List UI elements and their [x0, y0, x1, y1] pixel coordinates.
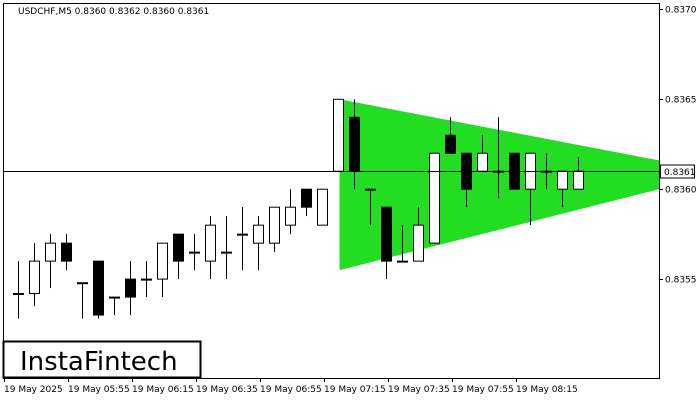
candle-body-bull [253, 224, 264, 244]
y-tick-label: 0.8370 [665, 6, 697, 16]
x-tick-label: 19 May 07:55 [452, 385, 514, 395]
x-tick-label: 19 May 2025 [4, 385, 63, 395]
x-axis: 19 May 2025 19 May 05:55 19 May 06:15 19 Ma… [4, 378, 578, 395]
x-tick-label: 19 May 06:55 [260, 385, 322, 395]
candle-body-bull [365, 188, 376, 191]
candle [301, 188, 312, 217]
x-tick-label: 19 May 08:15 [516, 385, 578, 395]
candle [253, 216, 264, 271]
candle [413, 207, 424, 262]
candle-body-bull [333, 98, 344, 172]
candle-body-bull [397, 260, 408, 263]
candle-body-bull [573, 170, 584, 190]
candle [77, 282, 88, 319]
candle-body-bull [189, 251, 200, 254]
x-tick-label: 19 May 06:15 [132, 385, 194, 395]
candle [333, 98, 344, 172]
candle [109, 296, 120, 316]
candle-body-bull [13, 292, 24, 295]
candle-body-bull [205, 224, 216, 262]
candle-body-bull [45, 242, 56, 262]
candle-body-bull [269, 206, 280, 244]
candle-body-bear [381, 206, 392, 262]
candle-body-bull [557, 170, 568, 190]
candle [13, 261, 24, 319]
candle [397, 225, 408, 263]
candle-body-bear [61, 242, 72, 262]
candle [125, 261, 136, 316]
candle-body-bull [29, 260, 40, 294]
candle [29, 243, 40, 307]
candle-body-bull [157, 242, 168, 280]
candle-body-bear [349, 116, 360, 172]
candle [317, 188, 328, 226]
logo: InstaFintech [2, 340, 202, 379]
y-tick-label: 0.8360 [665, 186, 697, 196]
x-tick-label: 19 May 07:15 [324, 385, 386, 395]
current-price-label: 0.8361 [664, 168, 696, 178]
candle-body-bull [477, 152, 488, 172]
candle [141, 261, 152, 298]
candle [93, 260, 104, 319]
candle [173, 233, 184, 280]
candle-body-bull [221, 251, 232, 254]
candle-body-bull [317, 188, 328, 226]
current-price-box: 0.8361 [660, 164, 696, 179]
y-tick-label: 0.8355 [665, 276, 697, 286]
candle-body-bear [173, 233, 184, 262]
candle-body-bear [301, 188, 312, 208]
candle [61, 234, 72, 271]
candle-body-bear [125, 278, 136, 298]
candle-body-bull [141, 278, 152, 281]
candle-body-bull [77, 282, 88, 285]
x-tick-label: 19 May 05:55 [68, 385, 130, 395]
candle-body-bull [413, 224, 424, 262]
x-tick-label: 19 May 06:35 [196, 385, 258, 395]
logo-text: InstaFintech [20, 347, 178, 377]
candle [157, 242, 168, 298]
candle [189, 234, 200, 271]
symbol-info: USDCHF,M5 0.8360 0.8362 0.8360 0.8361 [18, 7, 209, 17]
candle-body-bull [237, 233, 248, 236]
candle-body-bear [445, 134, 456, 154]
candle-body-bull [285, 206, 296, 226]
candle [237, 207, 248, 271]
x-tick-label: 19 May 07:35 [388, 385, 450, 395]
y-axis: 0.8370 0.8365 0.8360 0.8355 [659, 6, 697, 286]
candle [365, 188, 376, 226]
candle [269, 206, 280, 253]
candle-body-bear [93, 260, 104, 316]
candle [445, 117, 456, 154]
candle [45, 234, 56, 289]
candle-body-bull [109, 296, 120, 299]
candle [381, 206, 392, 280]
candle [285, 189, 296, 235]
candle [429, 152, 440, 244]
y-tick-label: 0.8365 [665, 96, 697, 106]
candle-body-bull [429, 152, 440, 244]
candle [205, 216, 216, 280]
candle [221, 216, 232, 280]
